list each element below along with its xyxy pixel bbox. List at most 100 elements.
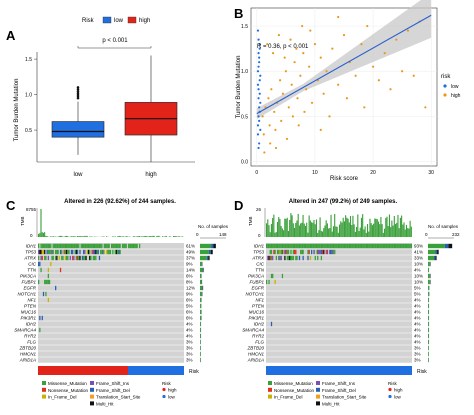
tmb-bar <box>292 215 293 237</box>
mutation-cell <box>62 256 63 260</box>
tmb-bar <box>162 236 163 237</box>
mutation-cell <box>54 244 55 248</box>
tmb-bar <box>396 223 397 237</box>
tmb-bar <box>156 236 157 237</box>
point-low <box>258 57 260 59</box>
mutation-cell <box>42 250 43 254</box>
tmb-bar <box>365 226 366 237</box>
tmb-bar <box>383 233 384 237</box>
mutation-cell <box>407 244 408 248</box>
tmb-bar <box>407 228 408 237</box>
mutation-cell <box>284 256 285 260</box>
mutation-cell <box>354 244 355 248</box>
point-high <box>320 129 322 131</box>
mutation-cell <box>369 244 370 248</box>
y-ticks: 0.51.01.5 <box>25 57 37 134</box>
tmb-bar <box>295 223 296 237</box>
mutation-cell <box>40 268 41 272</box>
mutation-cell <box>116 250 117 254</box>
tmb-bar <box>276 232 277 237</box>
mutation-cell <box>135 244 136 248</box>
point-high <box>328 115 330 117</box>
frequency-bar-missense <box>428 352 429 356</box>
gene-percent: 4% <box>414 304 421 309</box>
tmb-bar <box>379 224 380 237</box>
point-high <box>363 106 365 108</box>
legend-label-multi-hit: Multi_Hit <box>96 401 114 406</box>
mutation-cell <box>270 244 271 248</box>
mutation-cell <box>279 256 280 260</box>
point-high <box>314 43 316 45</box>
y-axis-label: Tumor Burden Mutation <box>14 79 20 142</box>
mutation-cell <box>48 268 49 272</box>
gene-percent: 4% <box>186 322 193 327</box>
mutation-cell <box>95 256 96 260</box>
tmb-bar <box>355 232 356 237</box>
mutation-cell <box>61 250 62 254</box>
tmb-bar <box>327 223 328 237</box>
frequency-bar-multi <box>437 250 439 254</box>
mutation-cell <box>301 244 302 248</box>
mutation-cell <box>271 250 272 254</box>
point-high <box>311 102 313 104</box>
mutation-cell <box>278 250 279 254</box>
tmb-bar <box>179 236 180 237</box>
mutation-cell <box>104 244 105 248</box>
point-high <box>323 93 325 95</box>
gene-label-egfr: EGFR <box>251 286 264 291</box>
tmb-bar <box>385 218 386 237</box>
mutation-cell <box>343 244 344 248</box>
mutation-cell <box>279 250 280 254</box>
gene-label-ttn: TTN <box>255 268 264 273</box>
mutation-cell <box>338 244 339 248</box>
mutation-cell <box>48 250 49 254</box>
mutation-cell <box>99 244 100 248</box>
tmb-bar <box>305 226 306 237</box>
mutation-cell <box>57 250 58 254</box>
frequency-bar-missense <box>200 304 201 308</box>
mutation-cell <box>66 256 67 260</box>
mutation-cell <box>90 244 91 248</box>
frequency-bar-del <box>207 256 208 260</box>
mutation-cell <box>47 250 48 254</box>
gene-label-pik3r1: PIK3R1 <box>20 316 36 321</box>
gene-percent: 93% <box>414 244 423 249</box>
tmb-bar <box>402 225 403 237</box>
tmb-bar <box>177 236 178 237</box>
no-mut-tick-min: 0 <box>196 232 199 237</box>
gene-label-tp53: TP53 <box>25 250 36 255</box>
mutation-cell <box>337 244 338 248</box>
tmb-bar <box>71 236 72 237</box>
gene-percent: 3% <box>186 358 193 363</box>
mutation-cell <box>81 244 82 248</box>
mutation-cell <box>303 244 304 248</box>
y-tick-label: 0.5 <box>25 128 32 134</box>
tmb-bar <box>294 228 295 237</box>
mutation-cell <box>282 250 283 254</box>
tmb-bar <box>67 236 68 237</box>
mutation-cell <box>38 256 39 260</box>
frequency-bar-multi <box>435 256 436 260</box>
tmb-bar <box>143 236 144 237</box>
mutation-cell <box>391 244 392 248</box>
mutation-cell <box>345 244 346 248</box>
tmb-bar <box>329 228 330 237</box>
mutation-cell <box>289 244 290 248</box>
tmb-bar <box>300 223 301 237</box>
mutation-cell <box>124 244 125 248</box>
mutation-cell <box>277 244 278 248</box>
gene-percent: 5% <box>186 304 193 309</box>
mutation-cell <box>307 250 308 254</box>
gene-percent: 12% <box>186 286 195 291</box>
tmb-bar <box>154 236 155 237</box>
tmb-axis-label: TMB <box>20 217 25 227</box>
point-high <box>325 70 327 72</box>
gene-label-arid1a: ARID1A <box>247 358 264 363</box>
gene-label-pten: PTEN <box>24 304 37 309</box>
tmb-bar <box>378 222 379 237</box>
gene-percent: 10% <box>414 262 423 267</box>
gene-percent: 5% <box>414 286 421 291</box>
boxplot-panel: Risk low high 0.51.01.5 Tumor Burden Mut… <box>14 17 195 178</box>
mutation-cell <box>47 244 48 248</box>
mutation-cell <box>303 256 304 260</box>
